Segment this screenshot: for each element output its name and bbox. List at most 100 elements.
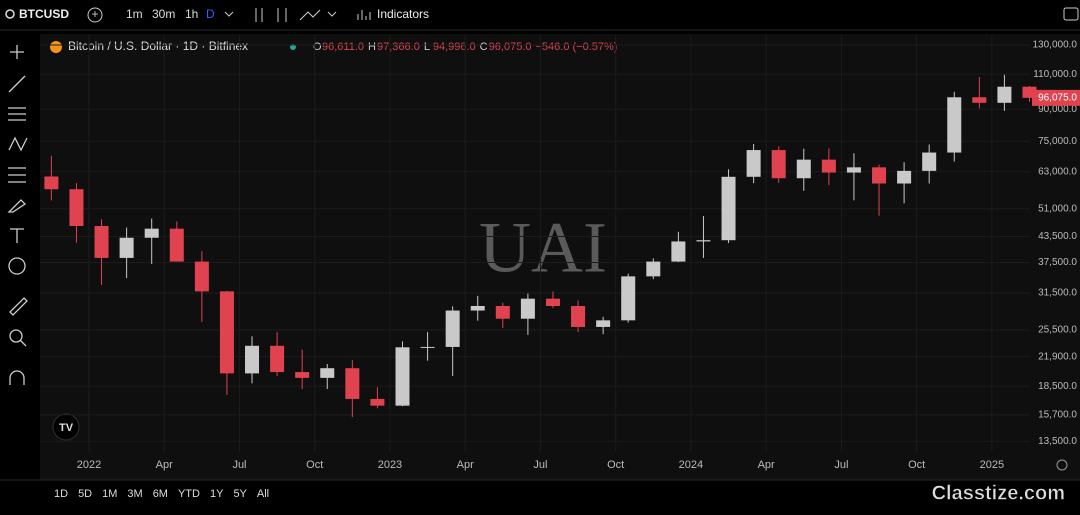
interval[interactable]: 1h xyxy=(185,7,198,21)
range-button[interactable]: 5D xyxy=(78,488,92,500)
x-tick-label: 2023 xyxy=(378,459,402,471)
zoom-handle xyxy=(19,339,27,347)
candle-body xyxy=(445,310,460,347)
candle-body xyxy=(922,152,937,171)
dropdown[interactable] xyxy=(224,11,234,17)
candle-body xyxy=(596,320,611,327)
forecast-tool[interactable] xyxy=(8,167,26,183)
range-button[interactable]: YTD xyxy=(178,488,200,500)
interval[interactable]: 1m xyxy=(126,7,143,21)
chart-pane xyxy=(40,34,1030,480)
text-tool[interactable] xyxy=(10,228,24,243)
candle-body xyxy=(320,368,335,378)
toolbar: BTCUSD + 1m 30m 1h D Indicators xyxy=(5,7,1079,23)
y-tick-label: 21,900.0 xyxy=(1038,351,1077,362)
candle-body xyxy=(696,240,711,242)
candle-body xyxy=(270,345,285,373)
emoji-tool[interactable] xyxy=(8,257,26,275)
symbol[interactable]: BTCUSD xyxy=(19,7,69,21)
candle-body xyxy=(997,86,1012,103)
price-axis xyxy=(1030,34,1080,480)
x-tick-label: 2022 xyxy=(77,459,101,471)
y-tick-label: 37,500.0 xyxy=(1038,257,1077,268)
trendline-tool[interactable] xyxy=(8,75,26,93)
price-tag xyxy=(1032,89,1080,106)
range-button[interactable]: 1Y xyxy=(210,488,224,500)
x-tick-label: 2024 xyxy=(679,459,703,471)
indicators[interactable]: Indicators xyxy=(377,7,429,21)
fib-tool[interactable] xyxy=(8,107,26,121)
ohlc-key: H xyxy=(368,41,376,53)
candle-body xyxy=(370,398,385,406)
y-tick-label: 130,000.0 xyxy=(1033,40,1078,51)
y-tick-label: 63,000.0 xyxy=(1038,166,1077,177)
site-watermark: Classtize.com xyxy=(932,482,1065,504)
ruler-tool[interactable] xyxy=(9,297,28,316)
brush-tool[interactable] xyxy=(7,199,27,213)
range-button[interactable]: 1M xyxy=(102,488,117,500)
interval[interactable]: D xyxy=(206,7,215,21)
y-tick-label: 51,000.0 xyxy=(1038,203,1077,214)
pattern-tool[interactable] xyxy=(8,136,28,152)
ohlc-value: 96,611.0 xyxy=(322,41,364,53)
y-tick-label: 75,000.0 xyxy=(1038,136,1077,147)
chart-style-icons[interactable] xyxy=(255,8,321,22)
candle-body xyxy=(94,225,109,258)
candle-body xyxy=(295,372,310,378)
magnet-tool[interactable] xyxy=(9,370,25,385)
x-tick-label: Jul xyxy=(533,459,547,471)
candle-body xyxy=(621,276,636,321)
candle-body xyxy=(245,345,260,374)
crosshair-tool[interactable] xyxy=(10,45,24,59)
candle-body xyxy=(947,97,962,153)
candle-body xyxy=(144,228,159,238)
range-button[interactable]: 3M xyxy=(127,488,142,500)
ohlc-key: C xyxy=(480,41,488,53)
range-button[interactable]: 6M xyxy=(153,488,168,500)
candle-body xyxy=(169,228,184,262)
range-button[interactable]: All xyxy=(257,488,269,500)
y-tick-label: 25,500.0 xyxy=(1038,325,1077,336)
zoom-tool[interactable] xyxy=(9,329,23,343)
market-status xyxy=(290,44,296,50)
interval[interactable]: 30m xyxy=(152,7,175,21)
candle-body xyxy=(545,298,560,306)
tv-logo-circle xyxy=(52,413,80,441)
range-button[interactable]: 1D xyxy=(54,488,68,500)
candle-body xyxy=(345,368,360,399)
drawing-tools xyxy=(7,45,28,385)
y-tick-label: 31,500.0 xyxy=(1038,288,1077,299)
candle-body xyxy=(796,159,811,179)
candle-body xyxy=(219,291,234,374)
x-tick-label: Jul xyxy=(834,459,848,471)
candle-body xyxy=(721,176,736,241)
settings[interactable] xyxy=(1056,459,1068,471)
y-tick-label: 18,500.0 xyxy=(1038,381,1077,392)
candle-body xyxy=(646,261,661,277)
y-tick-label: 110,000.0 xyxy=(1033,69,1077,80)
dropdown[interactable] xyxy=(327,11,337,17)
search-icon xyxy=(5,9,15,19)
ohlc-key: L xyxy=(424,41,430,53)
candle-body xyxy=(897,170,912,184)
x-tick-label: Apr xyxy=(758,459,775,471)
x-tick-label: Jul xyxy=(232,459,246,471)
y-tick-label: 13,500.0 xyxy=(1038,436,1077,447)
add-symbol[interactable] xyxy=(87,7,103,23)
candle-body xyxy=(69,189,84,226)
price-tag-label: 96,075.0 xyxy=(1038,93,1077,104)
add-symbol-plus: + xyxy=(91,7,98,21)
x-tick-label: Oct xyxy=(908,459,925,471)
ohlc-value: 97,366.0 xyxy=(377,41,420,53)
candle-body xyxy=(420,346,435,348)
snapshot[interactable] xyxy=(1063,7,1079,21)
candle-body xyxy=(194,261,209,292)
candle-body xyxy=(571,305,586,327)
x-tick-label: Apr xyxy=(457,459,474,471)
y-tick-label: 43,500.0 xyxy=(1038,231,1077,242)
x-tick-label: Oct xyxy=(607,459,624,471)
range-button[interactable]: 5Y xyxy=(233,488,247,500)
tv-logo-text: TV xyxy=(59,422,74,434)
